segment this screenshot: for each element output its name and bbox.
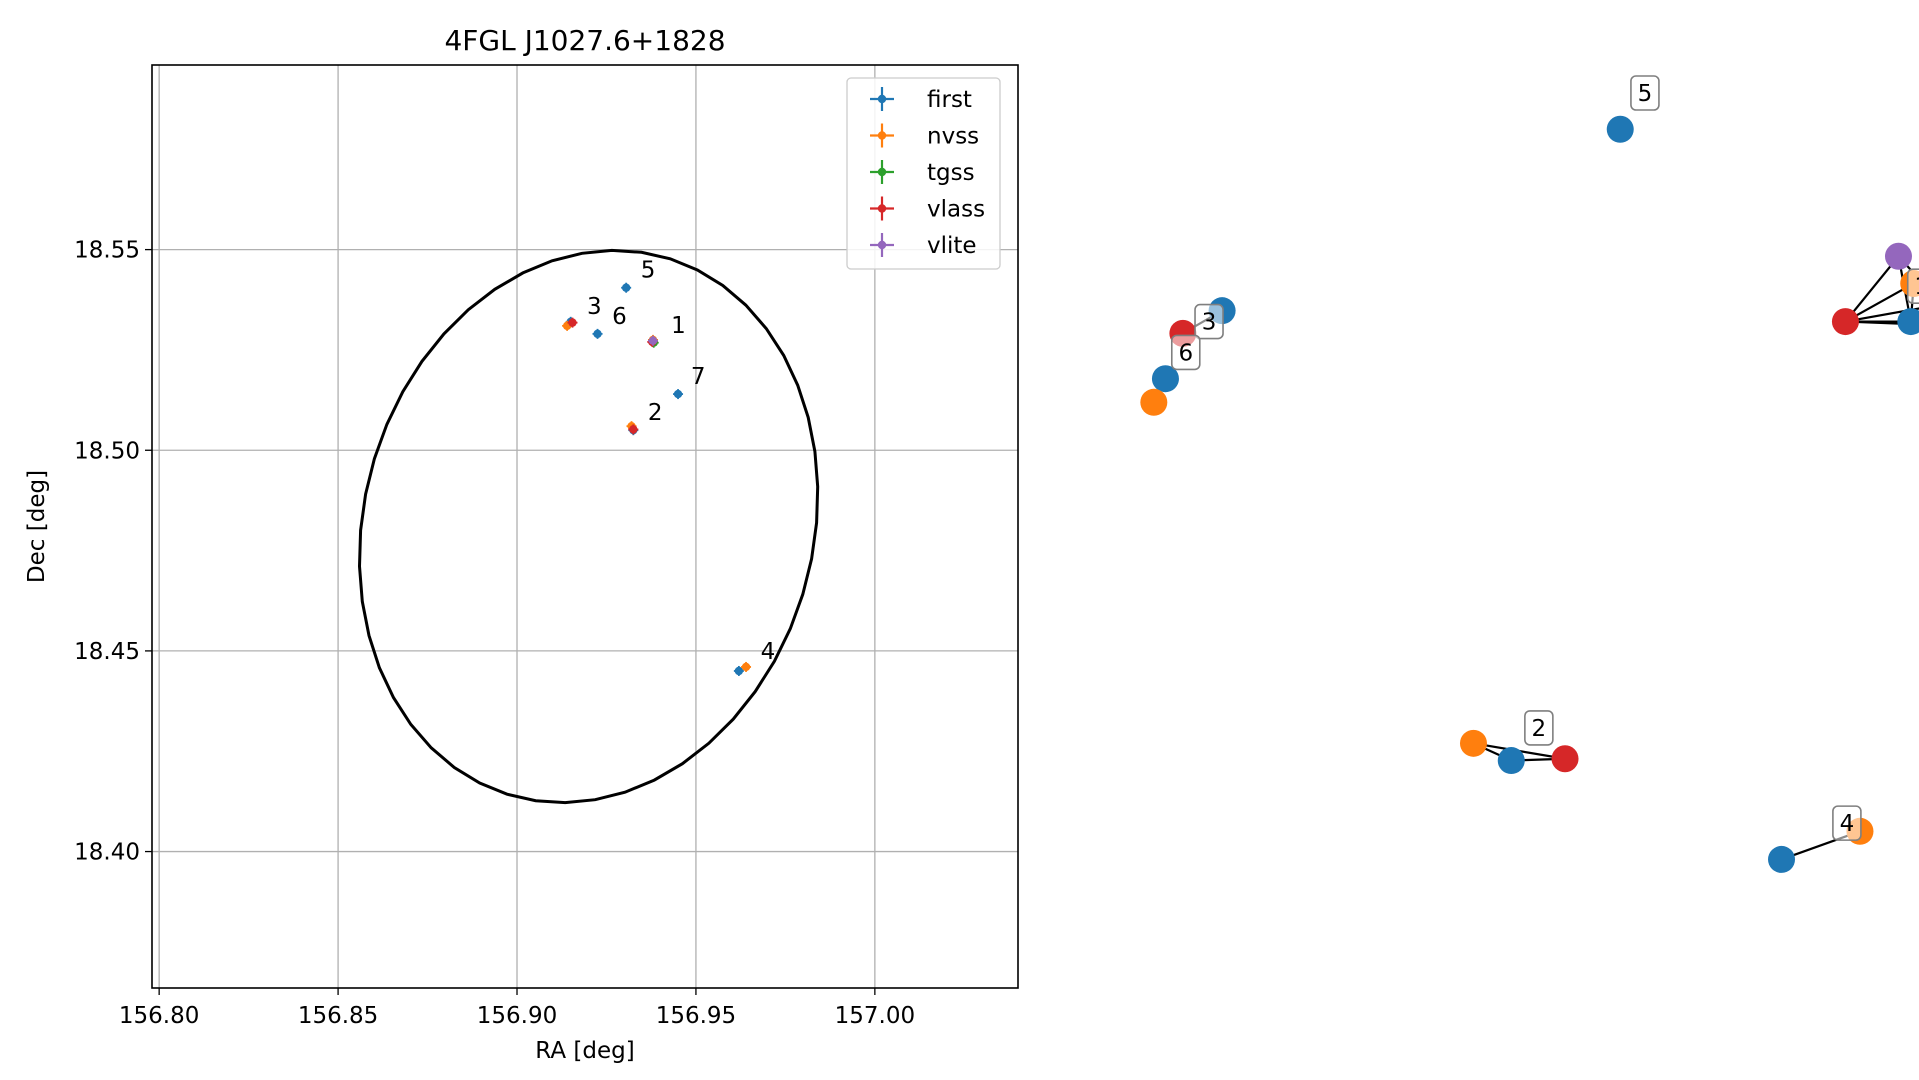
graph-label-box <box>1170 334 1201 371</box>
graph-label-box <box>1832 805 1862 841</box>
graph-edge <box>1897 255 1919 281</box>
graph-node-nvss <box>1140 388 1168 416</box>
data-point-first <box>734 666 744 676</box>
graph-node-first <box>1768 845 1796 873</box>
legend-marker-dot <box>877 94 887 104</box>
graph-label-text: 3 <box>1202 310 1217 336</box>
y-tick-label: 18.55 <box>74 238 140 264</box>
graph-edge <box>1845 307 1919 323</box>
x-tick-label: 156.90 <box>477 1003 557 1029</box>
point-label: 2 <box>648 400 663 426</box>
y-tick-label: 18.45 <box>74 639 140 665</box>
graph-edge <box>1844 255 1900 323</box>
data-point-first <box>621 283 631 292</box>
data-point-first <box>673 389 683 399</box>
graph-node-first <box>1606 115 1634 143</box>
ellipse-outline <box>357 248 820 805</box>
graph-node-first <box>1897 308 1919 336</box>
data-point-vlass <box>568 318 577 327</box>
point-label: 5 <box>641 258 656 284</box>
x-tick-label: 156.80 <box>119 1003 199 1029</box>
y-tick-label: 18.40 <box>74 840 140 866</box>
uncertainty-ellipse <box>357 248 820 805</box>
graph-label-text: 4 <box>1840 811 1855 837</box>
legend: first nvss tgss vlass vlite <box>846 77 1001 270</box>
legend-label-vlite: vlite <box>927 233 977 259</box>
data-point-vlass <box>629 425 638 434</box>
legend-marker-dot <box>877 131 887 140</box>
data-point-first <box>593 329 602 339</box>
point-label: 7 <box>691 364 706 390</box>
legend-marker-dot <box>877 204 887 213</box>
point-label: 6 <box>612 304 627 330</box>
y-axis-ticks: 18.40 18.45 18.50 18.55 <box>74 238 152 866</box>
graph-label-box <box>1524 710 1554 746</box>
legend-label-first: first <box>927 87 972 113</box>
y-axis-label: Dec [deg] <box>24 470 50 583</box>
graph-label-text: 2 <box>1532 716 1547 742</box>
graph-label-text: 6 <box>1178 340 1193 366</box>
graph-node-vlass <box>1831 308 1859 336</box>
graph-label-text: 5 <box>1638 81 1653 107</box>
graph-label-text: 1 <box>1914 274 1919 300</box>
x-tick-label: 156.95 <box>656 1003 736 1029</box>
graph-node-vlite <box>1884 242 1912 270</box>
graph-label-box <box>1630 75 1660 111</box>
graph-label-box <box>1194 303 1224 340</box>
data-point-vlite <box>648 336 658 345</box>
legend-marker-dot <box>877 240 887 250</box>
data-points <box>562 282 752 676</box>
point-label: 1 <box>671 313 686 339</box>
chart-title: 4FGL J1027.6+1828 <box>444 24 725 57</box>
legend-label-nvss: nvss <box>927 124 979 150</box>
legend-marker-dot <box>877 167 887 177</box>
legend-label-tgss: tgss <box>927 160 975 186</box>
x-tick-label: 156.85 <box>298 1003 378 1029</box>
graph-node-first <box>1497 747 1525 775</box>
x-axis-ticks: 156.80 156.85 156.90 156.95 157.00 <box>119 988 915 1029</box>
y-tick-label: 18.50 <box>74 438 140 464</box>
plot-frame <box>151 64 1019 989</box>
legend-box <box>846 77 1001 270</box>
graph-node-nvss <box>1459 729 1487 757</box>
point-label: 4 <box>761 639 776 665</box>
x-tick-label: 157.00 <box>835 1003 915 1029</box>
data-point-nvss <box>741 662 751 672</box>
point-label: 3 <box>587 294 602 320</box>
point-labels: 1 2 3 4 56 7 <box>587 258 775 665</box>
graph-label-box <box>1906 268 1919 304</box>
graph-node-first <box>1151 365 1179 393</box>
graph-edges <box>1152 255 1919 861</box>
legend-label-vlass: vlass <box>927 197 985 223</box>
graph-node-vlass <box>1551 745 1579 773</box>
x-axis-label: RA [deg] <box>535 1038 634 1064</box>
